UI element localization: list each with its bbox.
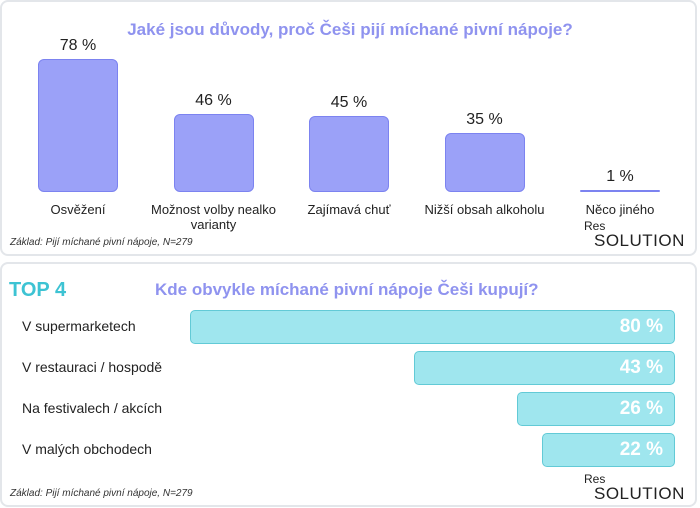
bar — [517, 392, 675, 426]
chart-title: Jaké jsou důvody, proč Češi pijí míchané… — [127, 20, 573, 39]
value-label: 22 % — [619, 439, 663, 460]
value-label: 35 % — [466, 110, 503, 128]
badge: TOP 4 — [9, 279, 67, 301]
value-label: 80 % — [619, 316, 663, 337]
logo-bottom: SOLUTION — [594, 484, 685, 503]
bar — [173, 113, 254, 192]
logo-top: Res — [584, 472, 606, 486]
y-tick-label: V restauraci / hospodě — [22, 359, 163, 375]
value-label: 1 % — [606, 168, 634, 186]
source-note: Základ: Pijí míchané pivní nápoje, N=279 — [10, 488, 193, 499]
value-label: 45 % — [330, 93, 368, 111]
x-tick-label: Osvěžení — [50, 202, 106, 217]
bar — [580, 190, 660, 193]
panel-top — [0, 0, 697, 256]
bar — [38, 59, 118, 192]
bar — [414, 351, 675, 385]
y-tick-label: V malých obchodech — [22, 441, 152, 457]
x-tick-label: Nižší obsah alkoholu — [424, 202, 545, 217]
chart-title: Kde obvykle míchané pivní nápoje Češi ku… — [155, 280, 539, 299]
panel-bottom — [0, 262, 697, 507]
logo-bottom: SOLUTION — [594, 231, 685, 250]
logo-top: Res — [584, 219, 606, 233]
bar — [190, 310, 675, 344]
source-note: Základ: Pijí míchané pivní nápoje, N=279 — [10, 237, 193, 248]
x-tick-label: Něco jiného — [585, 202, 655, 217]
bar — [309, 115, 389, 192]
value-label: 43 % — [619, 357, 663, 378]
bar — [541, 433, 675, 467]
x-tick-label: Možnost volby nealko varianty — [150, 202, 276, 232]
value-label: 46 % — [195, 91, 232, 109]
bar — [444, 132, 525, 192]
value-label: 26 % — [619, 398, 663, 419]
y-tick-label: V supermarketech — [22, 318, 136, 334]
value-label: 78 % — [59, 37, 97, 55]
y-tick-label: Na festivalech / akcích — [22, 400, 163, 416]
x-tick-label: Zajímavá chuť — [307, 202, 391, 217]
